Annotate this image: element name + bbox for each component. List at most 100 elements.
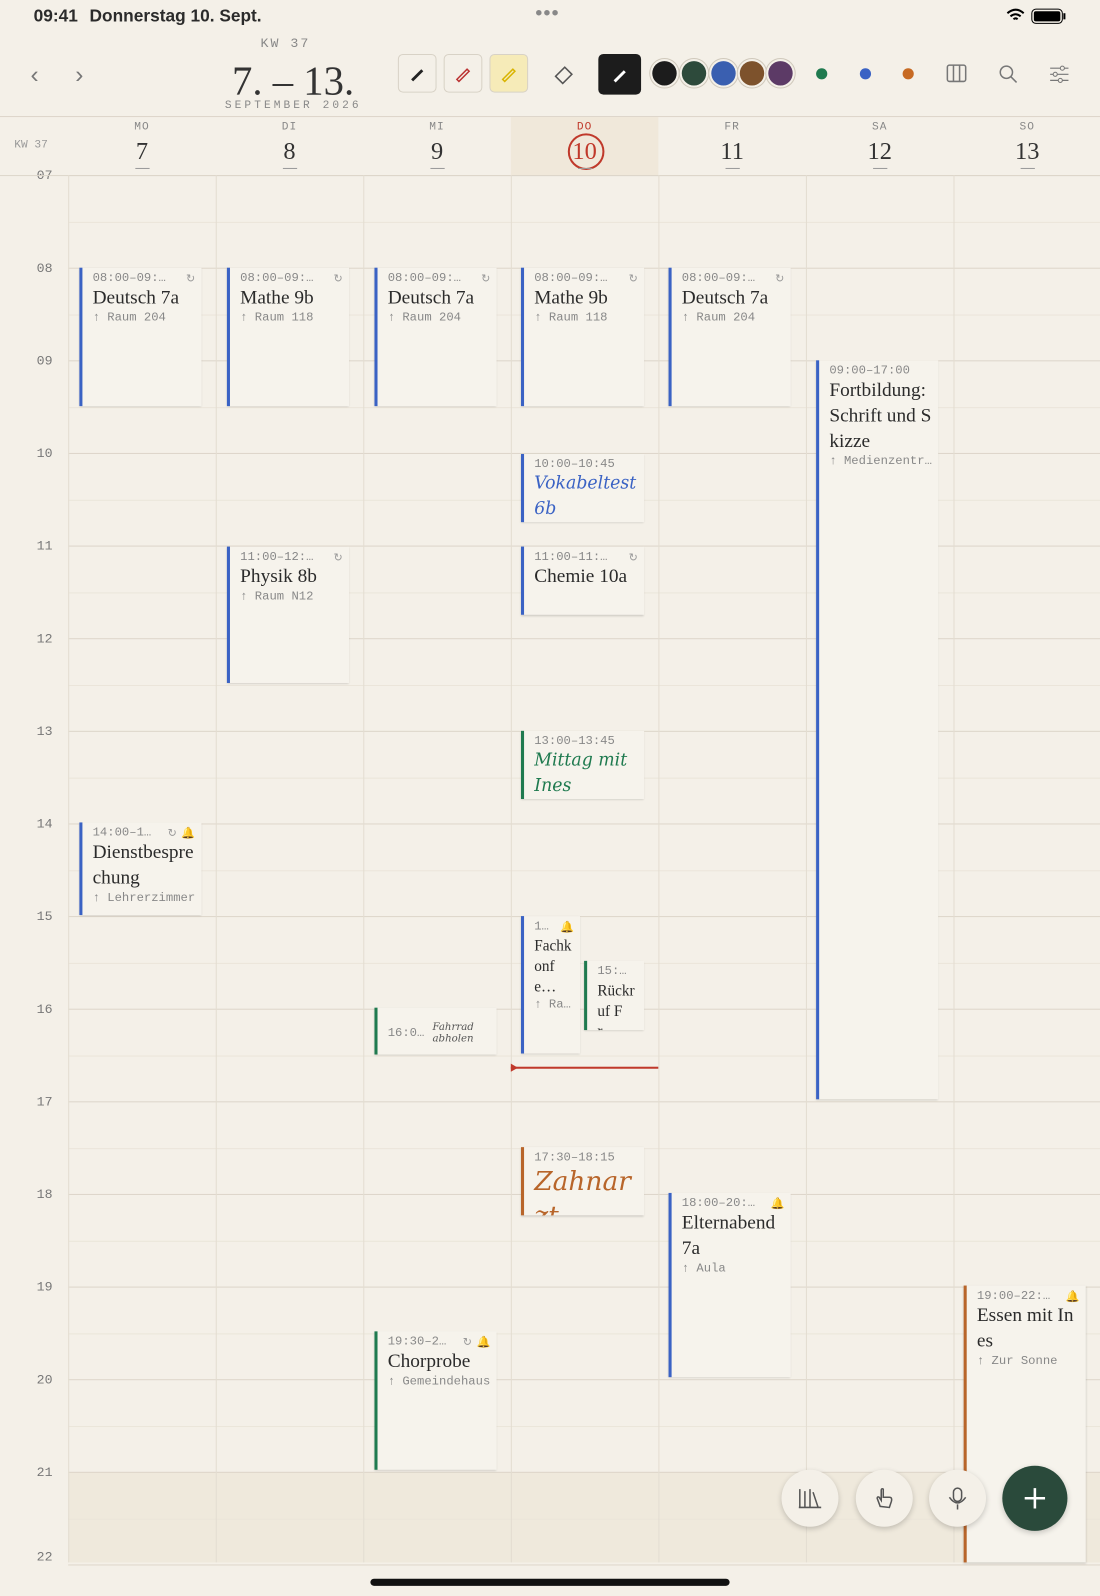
pencil-tool[interactable]: [443, 53, 483, 93]
hour-line: [68, 1471, 1100, 1473]
event-card[interactable]: 10:00–10:45 Vokabeltest 6b: [521, 453, 645, 523]
repeat-icon: ↻: [462, 1336, 473, 1349]
date-underline: [429, 167, 445, 169]
multitask-dots[interactable]: •••: [535, 2, 560, 25]
event-card[interactable]: 08:00–09:… Deutsch 7a ↑ Raum 204 ↻: [668, 267, 791, 407]
repeat-icon: ↻: [333, 551, 343, 564]
event-title: Fortbildung: Schrift und Skizze: [829, 379, 932, 452]
view-toggle[interactable]: [946, 64, 967, 83]
alarm-icon: 🔔: [181, 827, 196, 840]
event-time: 08:00–09:…: [387, 270, 461, 286]
day-date[interactable]: 9: [430, 138, 444, 165]
hour-line: [68, 638, 1100, 640]
event-location: ↑ Raum 118: [534, 310, 608, 325]
library-button[interactable]: [781, 1469, 839, 1527]
event-card[interactable]: 08:00–09:… Mathe 9b ↑ Raum 118 ↻: [521, 267, 645, 407]
event-time: 14:00–1…: [92, 825, 152, 840]
active-pen[interactable]: [598, 53, 642, 95]
next-week[interactable]: ›: [75, 61, 84, 89]
day-date[interactable]: 12: [867, 138, 892, 165]
event-card[interactable]: 08:00–09:… Deutsch 7a ↑ Raum 204 ↻: [79, 267, 202, 407]
event-card[interactable]: 19:30–2… Chorprobe ↑ Gemeindehaus 🔔 ↻: [374, 1331, 497, 1470]
search-button[interactable]: [998, 64, 1018, 84]
weekday-label: MI: [429, 121, 445, 134]
half-hour-line: [68, 221, 1100, 223]
eraser-tool[interactable]: [544, 54, 583, 93]
hour-label: 18: [36, 1186, 53, 1203]
event-card[interactable]: 1… Fachkonfe… ↑ Ra… 🔔: [521, 916, 581, 1054]
pen-tool[interactable]: [397, 53, 437, 93]
hour-label: 09: [36, 353, 53, 369]
event-card[interactable]: 11:00–12:… Physik 8b ↑ Raum N12 ↻: [226, 546, 350, 683]
repeat-icon: ↻: [333, 272, 343, 286]
date-underline: [134, 167, 150, 169]
event-card[interactable]: 08:00–09:… Deutsch 7a ↑ Raum 204 ↻: [374, 267, 497, 407]
event-time: 17:30–18:15: [534, 1150, 615, 1165]
now-line: [510, 1066, 659, 1069]
tag-orange[interactable]: [902, 68, 914, 80]
event-card[interactable]: 14:00–1… Dienstbesprechung ↑ Lehrerzimmer 🔔…: [79, 822, 202, 916]
day-date[interactable]: 7: [135, 138, 149, 165]
status-time: 09:41: [33, 6, 78, 26]
header-range: 7. – 13.: [232, 58, 355, 104]
alarm-icon: 🔔: [1065, 1290, 1080, 1303]
event-time: 08:00–09:…: [92, 270, 166, 286]
day-column-line: [805, 175, 807, 1563]
date-underline: [872, 167, 887, 169]
weekday-label: DI: [281, 121, 298, 134]
event-title: Dienstbesprechung: [92, 841, 194, 889]
tag-blue[interactable]: [859, 68, 872, 80]
event-time: 09:00–17:00: [829, 363, 910, 378]
event-card[interactable]: 11:00–11:… Chemie 10a ↻: [521, 546, 645, 615]
weekday-label: DO: [576, 121, 593, 134]
event-card[interactable]: 16:0… Fahrrad abholen: [374, 1007, 497, 1055]
hour-label: 20: [36, 1372, 53, 1388]
color-purple[interactable]: [768, 61, 793, 86]
event-card[interactable]: 15:… Rückruf Fr…: [584, 960, 645, 1031]
day-column-line: [215, 175, 217, 1563]
highlighter-tool[interactable]: [489, 53, 529, 93]
event-card[interactable]: 17:30–18:15Zahnarzt: [521, 1147, 645, 1216]
half-hour-line: [68, 1332, 1100, 1334]
event-title: Mathe 9b: [534, 287, 608, 309]
day-date[interactable]: 13: [1015, 138, 1040, 165]
header-divider: [0, 116, 1100, 118]
event-title: Deutsch 7a: [681, 287, 769, 309]
event-card[interactable]: 09:00–17:00 Fortbildung: Schrift und Skiz…: [816, 360, 939, 1100]
event-time: 16:0…: [387, 1025, 425, 1040]
alarm-icon: 🔔: [559, 921, 574, 934]
day-date[interactable]: 11: [720, 138, 744, 165]
event-time: 11:00–12:…: [240, 549, 314, 564]
hour-label: 22: [36, 1549, 53, 1565]
day-date[interactable]: 10: [572, 138, 597, 165]
prev-week[interactable]: ‹: [30, 61, 39, 89]
event-time: 1…: [534, 919, 549, 934]
event-card[interactable]: 18:00–20:… Elternabend 7a ↑ Aula 🔔: [668, 1192, 791, 1378]
event-card[interactable]: 08:00–09:… Mathe 9b ↑ Raum 118 ↻: [226, 267, 350, 407]
event-location: ↑ Gemeindehaus: [387, 1374, 491, 1389]
hour-label: 21: [36, 1464, 53, 1480]
settings-button[interactable]: [1049, 65, 1069, 83]
event-card[interactable]: 13:00–13:45 Mittag mit Ines: [521, 730, 645, 800]
tag-green[interactable]: [816, 68, 828, 80]
color-brown[interactable]: [739, 61, 765, 86]
hour-line: [68, 1101, 1100, 1103]
event-time: 08:00–09:…: [681, 270, 756, 286]
color-green[interactable]: [681, 61, 707, 86]
touch-button[interactable]: [855, 1469, 913, 1527]
hour-label: 17: [36, 1094, 53, 1110]
event-time: 11:00–11:…: [534, 549, 608, 564]
color-blue[interactable]: [711, 61, 736, 86]
half-hour-line: [68, 406, 1100, 408]
color-black[interactable]: [652, 61, 677, 86]
hour-line: [68, 1379, 1100, 1381]
event-time: 08:00–09:…: [534, 270, 608, 286]
day-date[interactable]: 8: [283, 138, 296, 165]
hour-line: [68, 1008, 1100, 1010]
alarm-icon: 🔔: [770, 1198, 785, 1211]
hour-label: 13: [36, 723, 53, 739]
add-event-button[interactable]: [1002, 1465, 1068, 1531]
event-title: Rückruf Fr…: [597, 983, 635, 1030]
mic-button[interactable]: [929, 1469, 987, 1527]
